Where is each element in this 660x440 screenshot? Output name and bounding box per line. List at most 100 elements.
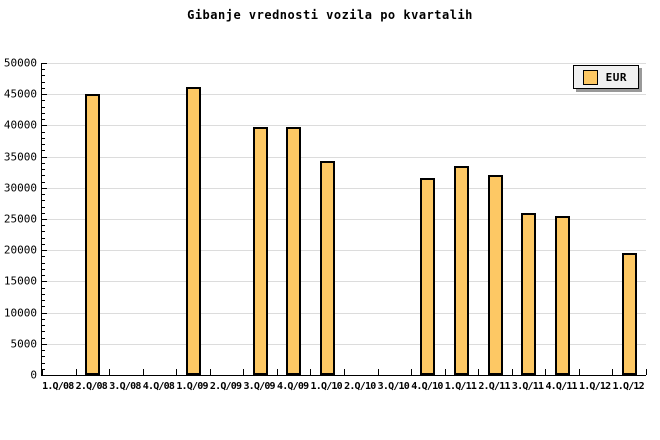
legend-swatch-eur [582, 69, 598, 85]
x-tick [511, 369, 513, 375]
bar [453, 165, 469, 375]
x-tick-label: 3.Q/09 [243, 381, 275, 392]
x-tick-label: 4.Q/10 [411, 381, 443, 392]
y-minor-tick [42, 75, 45, 77]
x-tick-label: 1.Q/09 [176, 381, 208, 392]
y-minor-tick [42, 119, 45, 121]
y-tick-label: 15000 [3, 274, 37, 288]
y-minor-tick [42, 231, 45, 233]
bar [185, 86, 201, 375]
x-tick [176, 369, 178, 375]
gridline [42, 187, 646, 189]
y-major-tick [42, 94, 47, 96]
y-minor-tick [42, 212, 45, 214]
y-minor-tick [42, 150, 45, 152]
x-tick [578, 369, 580, 375]
x-tick [142, 369, 144, 375]
bar [487, 175, 503, 375]
x-tick-label: 1.Q/11 [444, 381, 477, 392]
y-minor-tick [42, 206, 45, 208]
x-tick [75, 369, 77, 375]
x-tick-label: 3.Q/08 [109, 381, 141, 392]
y-minor-tick [42, 262, 45, 264]
x-tick [344, 369, 345, 375]
y-minor-tick [42, 81, 45, 83]
y-minor-tick [42, 275, 45, 277]
y-minor-tick [42, 112, 45, 114]
y-minor-tick [42, 325, 45, 327]
y-minor-tick [42, 106, 45, 108]
y-minor-tick [42, 350, 45, 352]
x-tick-label: 2.Q/08 [75, 381, 108, 392]
y-minor-tick [42, 337, 45, 339]
gridline [42, 312, 646, 314]
bar [319, 160, 335, 375]
y-minor-tick [42, 225, 45, 227]
x-tick-label: 1.Q/10 [310, 381, 343, 392]
y-minor-tick [42, 137, 45, 139]
x-tick [243, 369, 245, 375]
gridline [42, 63, 646, 64]
y-minor-tick [42, 368, 45, 370]
y-minor-tick [42, 306, 45, 308]
y-major-tick [42, 125, 47, 127]
gridline [42, 281, 646, 283]
y-major-tick [42, 343, 47, 345]
x-tick-label: 4.Q/09 [276, 381, 309, 392]
plot-area: EUR [41, 63, 647, 376]
y-major-tick [42, 219, 47, 220]
x-tick [109, 369, 111, 375]
bar [420, 178, 436, 375]
y-tick-label: 5000 [10, 337, 38, 351]
y-minor-tick [42, 69, 45, 71]
y-minor-tick [42, 100, 45, 102]
y-major-tick [42, 187, 47, 189]
y-major-tick [42, 281, 47, 283]
x-tick-label: 1.Q/12 [578, 381, 611, 392]
y-major-tick [42, 156, 47, 158]
x-tick [444, 369, 446, 375]
y-major-tick [42, 312, 47, 314]
gridline [42, 94, 646, 96]
y-minor-tick [42, 162, 45, 164]
bar [252, 127, 268, 375]
x-tick-label: 2.Q/10 [344, 381, 376, 392]
x-tick [646, 369, 647, 375]
bar [554, 215, 570, 375]
x-tick-label: 4.Q/11 [545, 381, 577, 392]
x-tick [42, 369, 43, 375]
y-major-tick [42, 63, 47, 64]
y-tick-label: 45000 [3, 87, 37, 101]
chart-title: Gibanje vrednosti vozila po kvartalih [187, 8, 473, 22]
y-tick-label: 0 [30, 368, 37, 382]
y-minor-tick [42, 256, 45, 258]
y-tick-label: 20000 [3, 243, 37, 257]
x-tick-label: 4.Q/08 [142, 381, 175, 392]
y-minor-tick [42, 356, 45, 358]
bar [521, 213, 537, 375]
y-tick-label: 25000 [3, 212, 37, 226]
y-minor-tick [42, 287, 45, 289]
y-minor-tick [42, 144, 45, 146]
y-minor-tick [42, 318, 45, 320]
y-minor-tick [42, 175, 45, 177]
y-minor-tick [42, 169, 45, 171]
x-tick [545, 369, 547, 375]
x-tick-label: 3.Q/11 [511, 381, 544, 392]
y-minor-tick [42, 181, 45, 183]
x-tick [478, 369, 480, 375]
x-tick [377, 369, 379, 375]
y-tick-label: 40000 [3, 118, 37, 132]
y-minor-tick [42, 131, 45, 133]
legend: EUR [572, 65, 639, 89]
x-tick [209, 369, 211, 375]
x-tick [276, 369, 278, 375]
gridline [42, 125, 646, 127]
x-tick [612, 369, 614, 375]
y-minor-tick [42, 200, 45, 202]
y-minor-tick [42, 194, 45, 196]
legend-label: EUR [605, 70, 627, 84]
x-tick-label: 3.Q/10 [377, 381, 410, 392]
y-minor-tick [42, 237, 45, 239]
